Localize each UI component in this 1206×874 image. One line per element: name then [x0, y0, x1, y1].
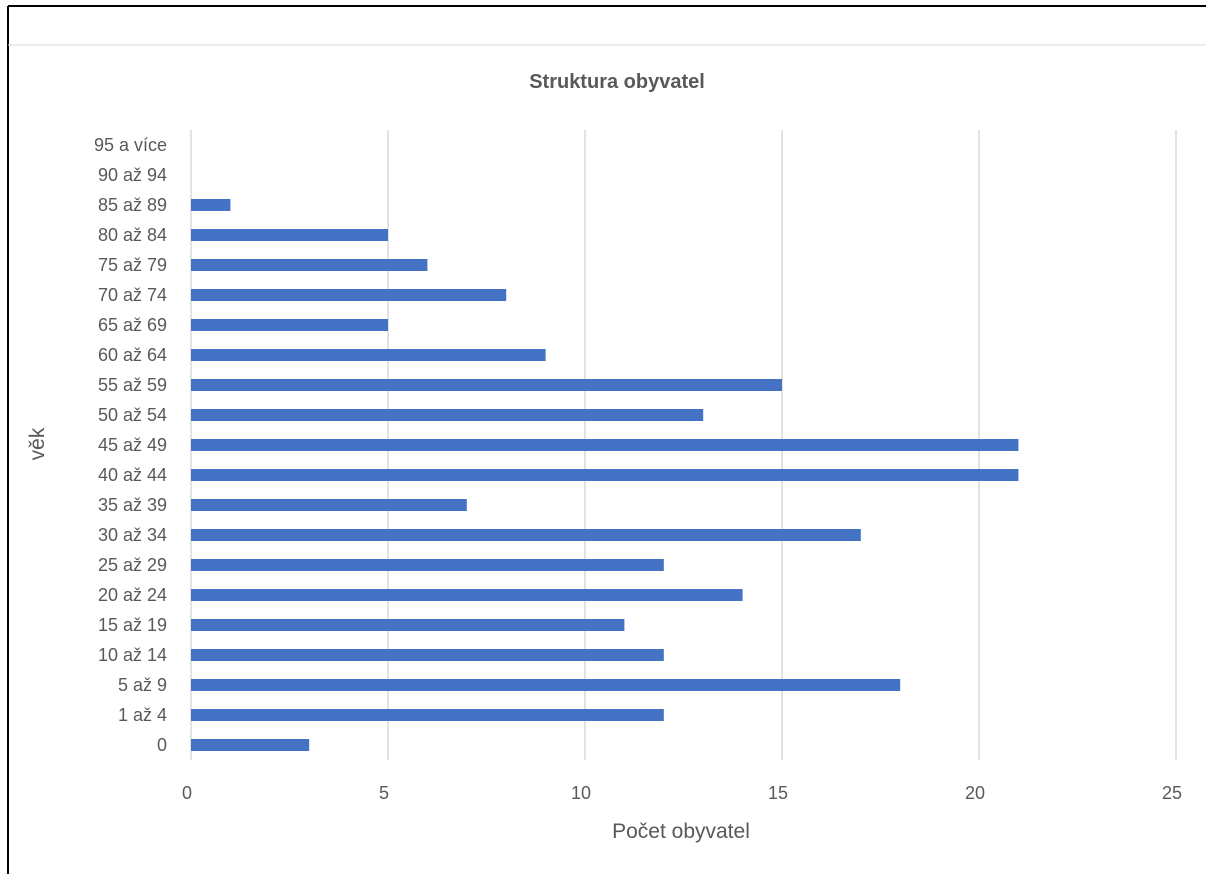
- y-tick-label: 60 až 64: [98, 345, 167, 365]
- y-axis-title: věk: [26, 427, 49, 460]
- y-tick-label: 35 až 39: [98, 495, 167, 515]
- bar: [191, 679, 901, 691]
- y-tick-label: 1 až 4: [118, 705, 167, 725]
- x-tick-label: 15: [768, 783, 788, 803]
- bar: [191, 199, 231, 211]
- bar: [191, 439, 1019, 451]
- y-tick-label: 50 až 54: [98, 405, 167, 425]
- y-tick-label: 65 až 69: [98, 315, 167, 335]
- bar: [191, 229, 388, 241]
- bars: [191, 199, 1019, 751]
- y-tick-label: 80 až 84: [98, 225, 167, 245]
- y-tick-label: 90 až 94: [98, 165, 167, 185]
- x-tick-label: 25: [1162, 783, 1182, 803]
- bar: [191, 529, 861, 541]
- chart-title: Struktura obyvatel: [529, 71, 705, 93]
- y-tick-label: 95 a více: [94, 135, 167, 155]
- y-tick-label: 40 až 44: [98, 465, 167, 485]
- bar: [191, 619, 625, 631]
- x-tick-label: 5: [379, 783, 389, 803]
- bar: [191, 349, 546, 361]
- bar: [191, 319, 388, 331]
- bar: [191, 469, 1019, 481]
- bar: [191, 589, 743, 601]
- bar: [191, 739, 310, 751]
- bar: [191, 649, 664, 661]
- bar: [191, 709, 664, 721]
- value-axis-labels: 0 5 10 15 20 25: [182, 783, 1182, 803]
- y-tick-label: 70 až 74: [98, 285, 167, 305]
- x-tick-label: 0: [182, 783, 192, 803]
- y-tick-label: 5 až 9: [118, 675, 167, 695]
- y-tick-label: 85 až 89: [98, 195, 167, 215]
- x-tick-label: 10: [571, 783, 591, 803]
- category-axis-labels: 0 1 až 4 5 až 9 10 až 14 15 až 19 20 až 24 25 …: [94, 135, 167, 755]
- y-tick-label: 45 až 49: [98, 435, 167, 455]
- y-tick-label: 0: [157, 735, 167, 755]
- y-tick-label: 30 až 34: [98, 525, 167, 545]
- y-tick-label: 25 až 29: [98, 555, 167, 575]
- bar: [191, 379, 782, 391]
- y-tick-label: 75 až 79: [98, 255, 167, 275]
- bar: [191, 409, 704, 421]
- bar: [191, 289, 507, 301]
- y-tick-label: 55 až 59: [98, 375, 167, 395]
- bar: [191, 499, 467, 511]
- bar: [191, 259, 428, 271]
- x-axis-title: Počet obyvatel: [612, 820, 750, 843]
- bar: [191, 559, 664, 571]
- y-tick-label: 20 až 24: [98, 585, 167, 605]
- x-tick-label: 20: [965, 783, 985, 803]
- y-tick-label: 15 až 19: [98, 615, 167, 635]
- y-tick-label: 10 až 14: [98, 645, 167, 665]
